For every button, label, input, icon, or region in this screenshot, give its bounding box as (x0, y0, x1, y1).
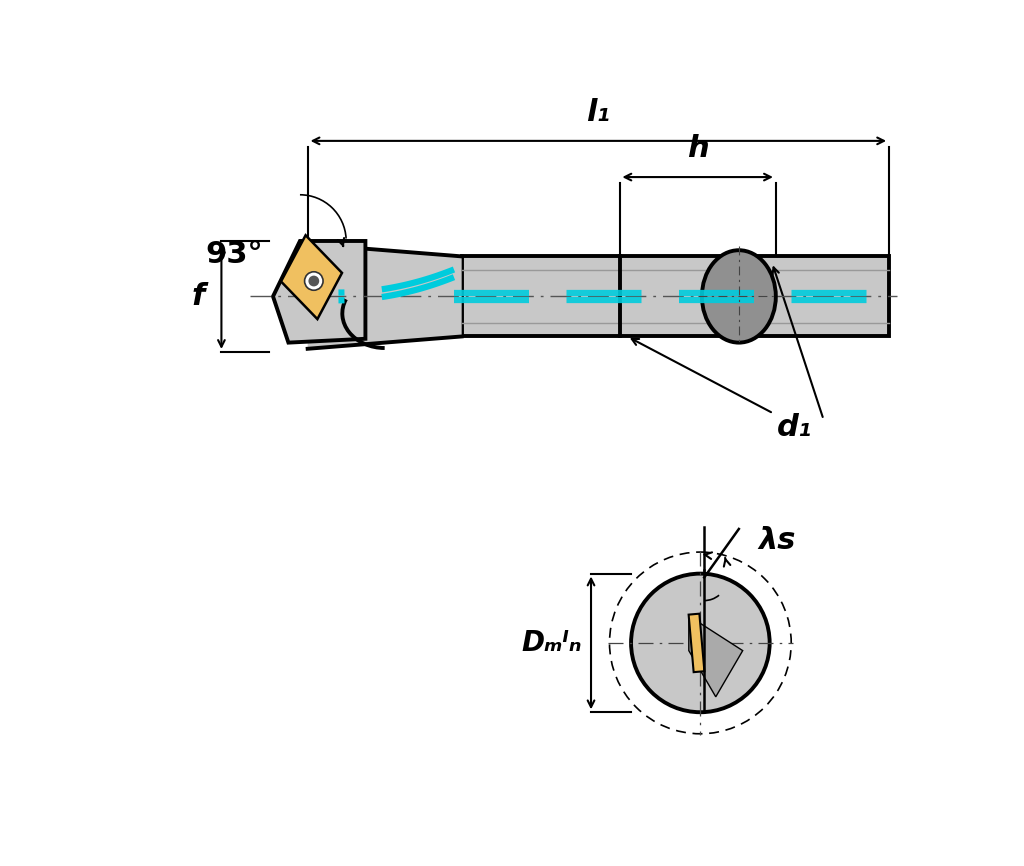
Circle shape (631, 573, 770, 712)
Circle shape (308, 275, 319, 287)
Polygon shape (273, 241, 366, 343)
Text: f: f (191, 282, 205, 311)
Polygon shape (281, 236, 342, 319)
Text: d₁: d₁ (777, 413, 813, 442)
Circle shape (304, 272, 323, 290)
Text: λs: λs (758, 526, 796, 555)
Ellipse shape (701, 250, 776, 343)
Text: l₁: l₁ (587, 98, 610, 127)
Polygon shape (689, 616, 742, 697)
Text: 93°: 93° (206, 240, 263, 268)
Text: h: h (687, 134, 709, 163)
Polygon shape (462, 256, 889, 337)
Polygon shape (307, 244, 462, 349)
Polygon shape (688, 614, 705, 672)
Text: Dₘᴵₙ: Dₘᴵₙ (521, 629, 582, 657)
